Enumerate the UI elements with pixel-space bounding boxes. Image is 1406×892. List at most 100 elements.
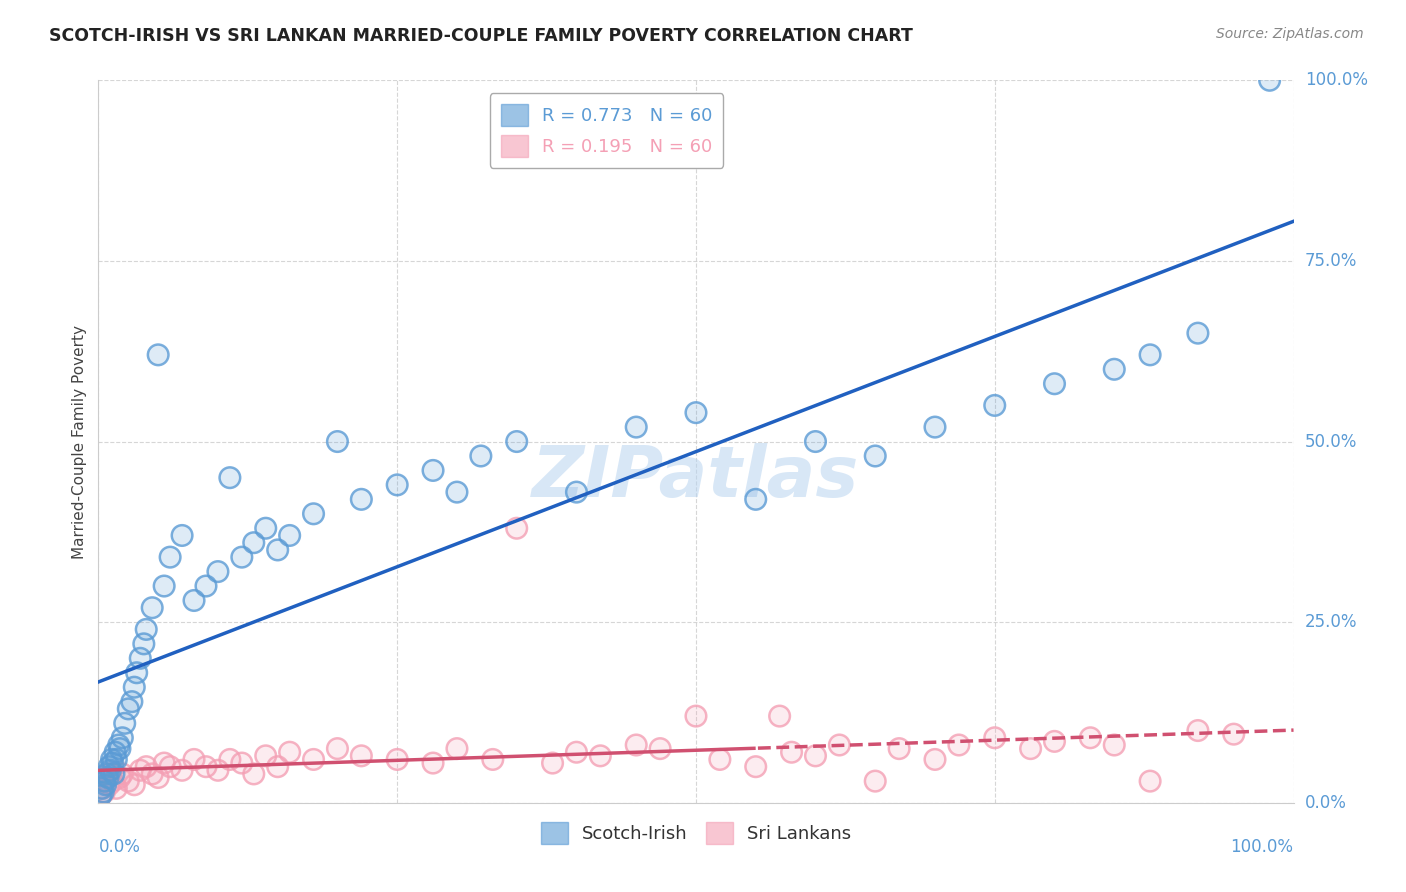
Point (506, 521, 529, 535)
Point (1187, 723, 1209, 738)
Point (482, 752, 505, 766)
Point (107, 738, 129, 752)
Point (117, 774, 139, 789)
Point (984, 731, 1007, 745)
Point (1223, 727, 1246, 741)
Point (889, 741, 911, 756)
Point (828, 738, 851, 752)
Point (159, 760, 181, 774)
Point (183, 593, 205, 607)
Point (141, 600, 163, 615)
Point (148, 348, 170, 362)
Point (422, 756, 444, 770)
Point (482, 752, 505, 766)
Point (117, 774, 139, 789)
Point (267, 542, 290, 557)
Point (709, 752, 731, 766)
Point (91, 781, 114, 796)
Point (1043, 376, 1066, 391)
Point (828, 738, 851, 752)
Point (105, 781, 128, 796)
Point (94, 778, 117, 792)
Point (96, 774, 118, 789)
Point (183, 752, 205, 766)
Point (278, 745, 301, 759)
Point (148, 771, 170, 785)
Point (153, 756, 176, 770)
Point (121, 695, 143, 709)
Point (159, 760, 181, 774)
Point (98, 778, 121, 792)
Point (745, 760, 768, 774)
Point (565, 485, 588, 500)
Point (98, 767, 122, 781)
Point (231, 756, 253, 770)
Point (422, 463, 444, 477)
Point (254, 521, 277, 535)
Point (446, 741, 468, 756)
Point (745, 760, 768, 774)
Point (243, 535, 266, 549)
Point (124, 680, 146, 694)
Point (148, 348, 170, 362)
Point (207, 565, 229, 579)
Point (195, 760, 218, 774)
Point (93, 774, 115, 789)
Point (350, 748, 373, 763)
Point (422, 756, 444, 770)
Point (129, 764, 152, 778)
Point (626, 420, 648, 434)
Point (117, 702, 139, 716)
Point (98, 764, 122, 778)
Point (446, 485, 468, 500)
Point (207, 565, 229, 579)
Point (111, 731, 134, 745)
Point (589, 748, 612, 763)
Point (91, 781, 114, 796)
Point (385, 752, 409, 766)
Point (117, 702, 139, 716)
Point (541, 756, 564, 770)
Point (1139, 774, 1161, 789)
Point (141, 600, 163, 615)
Point (172, 528, 194, 542)
Point (101, 756, 124, 770)
Point (135, 760, 157, 774)
Point (125, 665, 148, 680)
Point (231, 550, 253, 565)
Point (278, 528, 301, 542)
Point (141, 767, 163, 781)
Point (219, 471, 242, 485)
Point (108, 771, 131, 785)
Point (446, 485, 468, 500)
Point (326, 434, 349, 449)
Point (565, 745, 588, 759)
Point (183, 752, 205, 766)
Point (111, 767, 134, 781)
Point (91, 781, 114, 796)
Text: SCOTCH-IRISH VS SRI LANKAN MARRIED-COUPLE FAMILY POVERTY CORRELATION CHART: SCOTCH-IRISH VS SRI LANKAN MARRIED-COUPL… (49, 27, 912, 45)
Point (589, 748, 612, 763)
Point (153, 579, 176, 593)
Point (1258, 73, 1281, 87)
Point (984, 398, 1007, 412)
Point (243, 535, 266, 549)
Point (302, 752, 325, 766)
Y-axis label: Married-Couple Family Poverty: Married-Couple Family Poverty (72, 325, 87, 558)
Point (780, 745, 803, 759)
Point (385, 752, 409, 766)
Text: ZIPatlas: ZIPatlas (533, 443, 859, 512)
Point (91, 785, 114, 799)
Point (541, 756, 564, 770)
Point (219, 471, 242, 485)
Point (1104, 738, 1126, 752)
Point (105, 752, 128, 766)
Point (195, 579, 218, 593)
Point (1187, 326, 1209, 341)
Point (889, 741, 911, 756)
Point (278, 528, 301, 542)
Point (114, 716, 136, 731)
Text: 0.0%: 0.0% (98, 838, 141, 855)
Point (94, 778, 117, 792)
Point (111, 731, 134, 745)
